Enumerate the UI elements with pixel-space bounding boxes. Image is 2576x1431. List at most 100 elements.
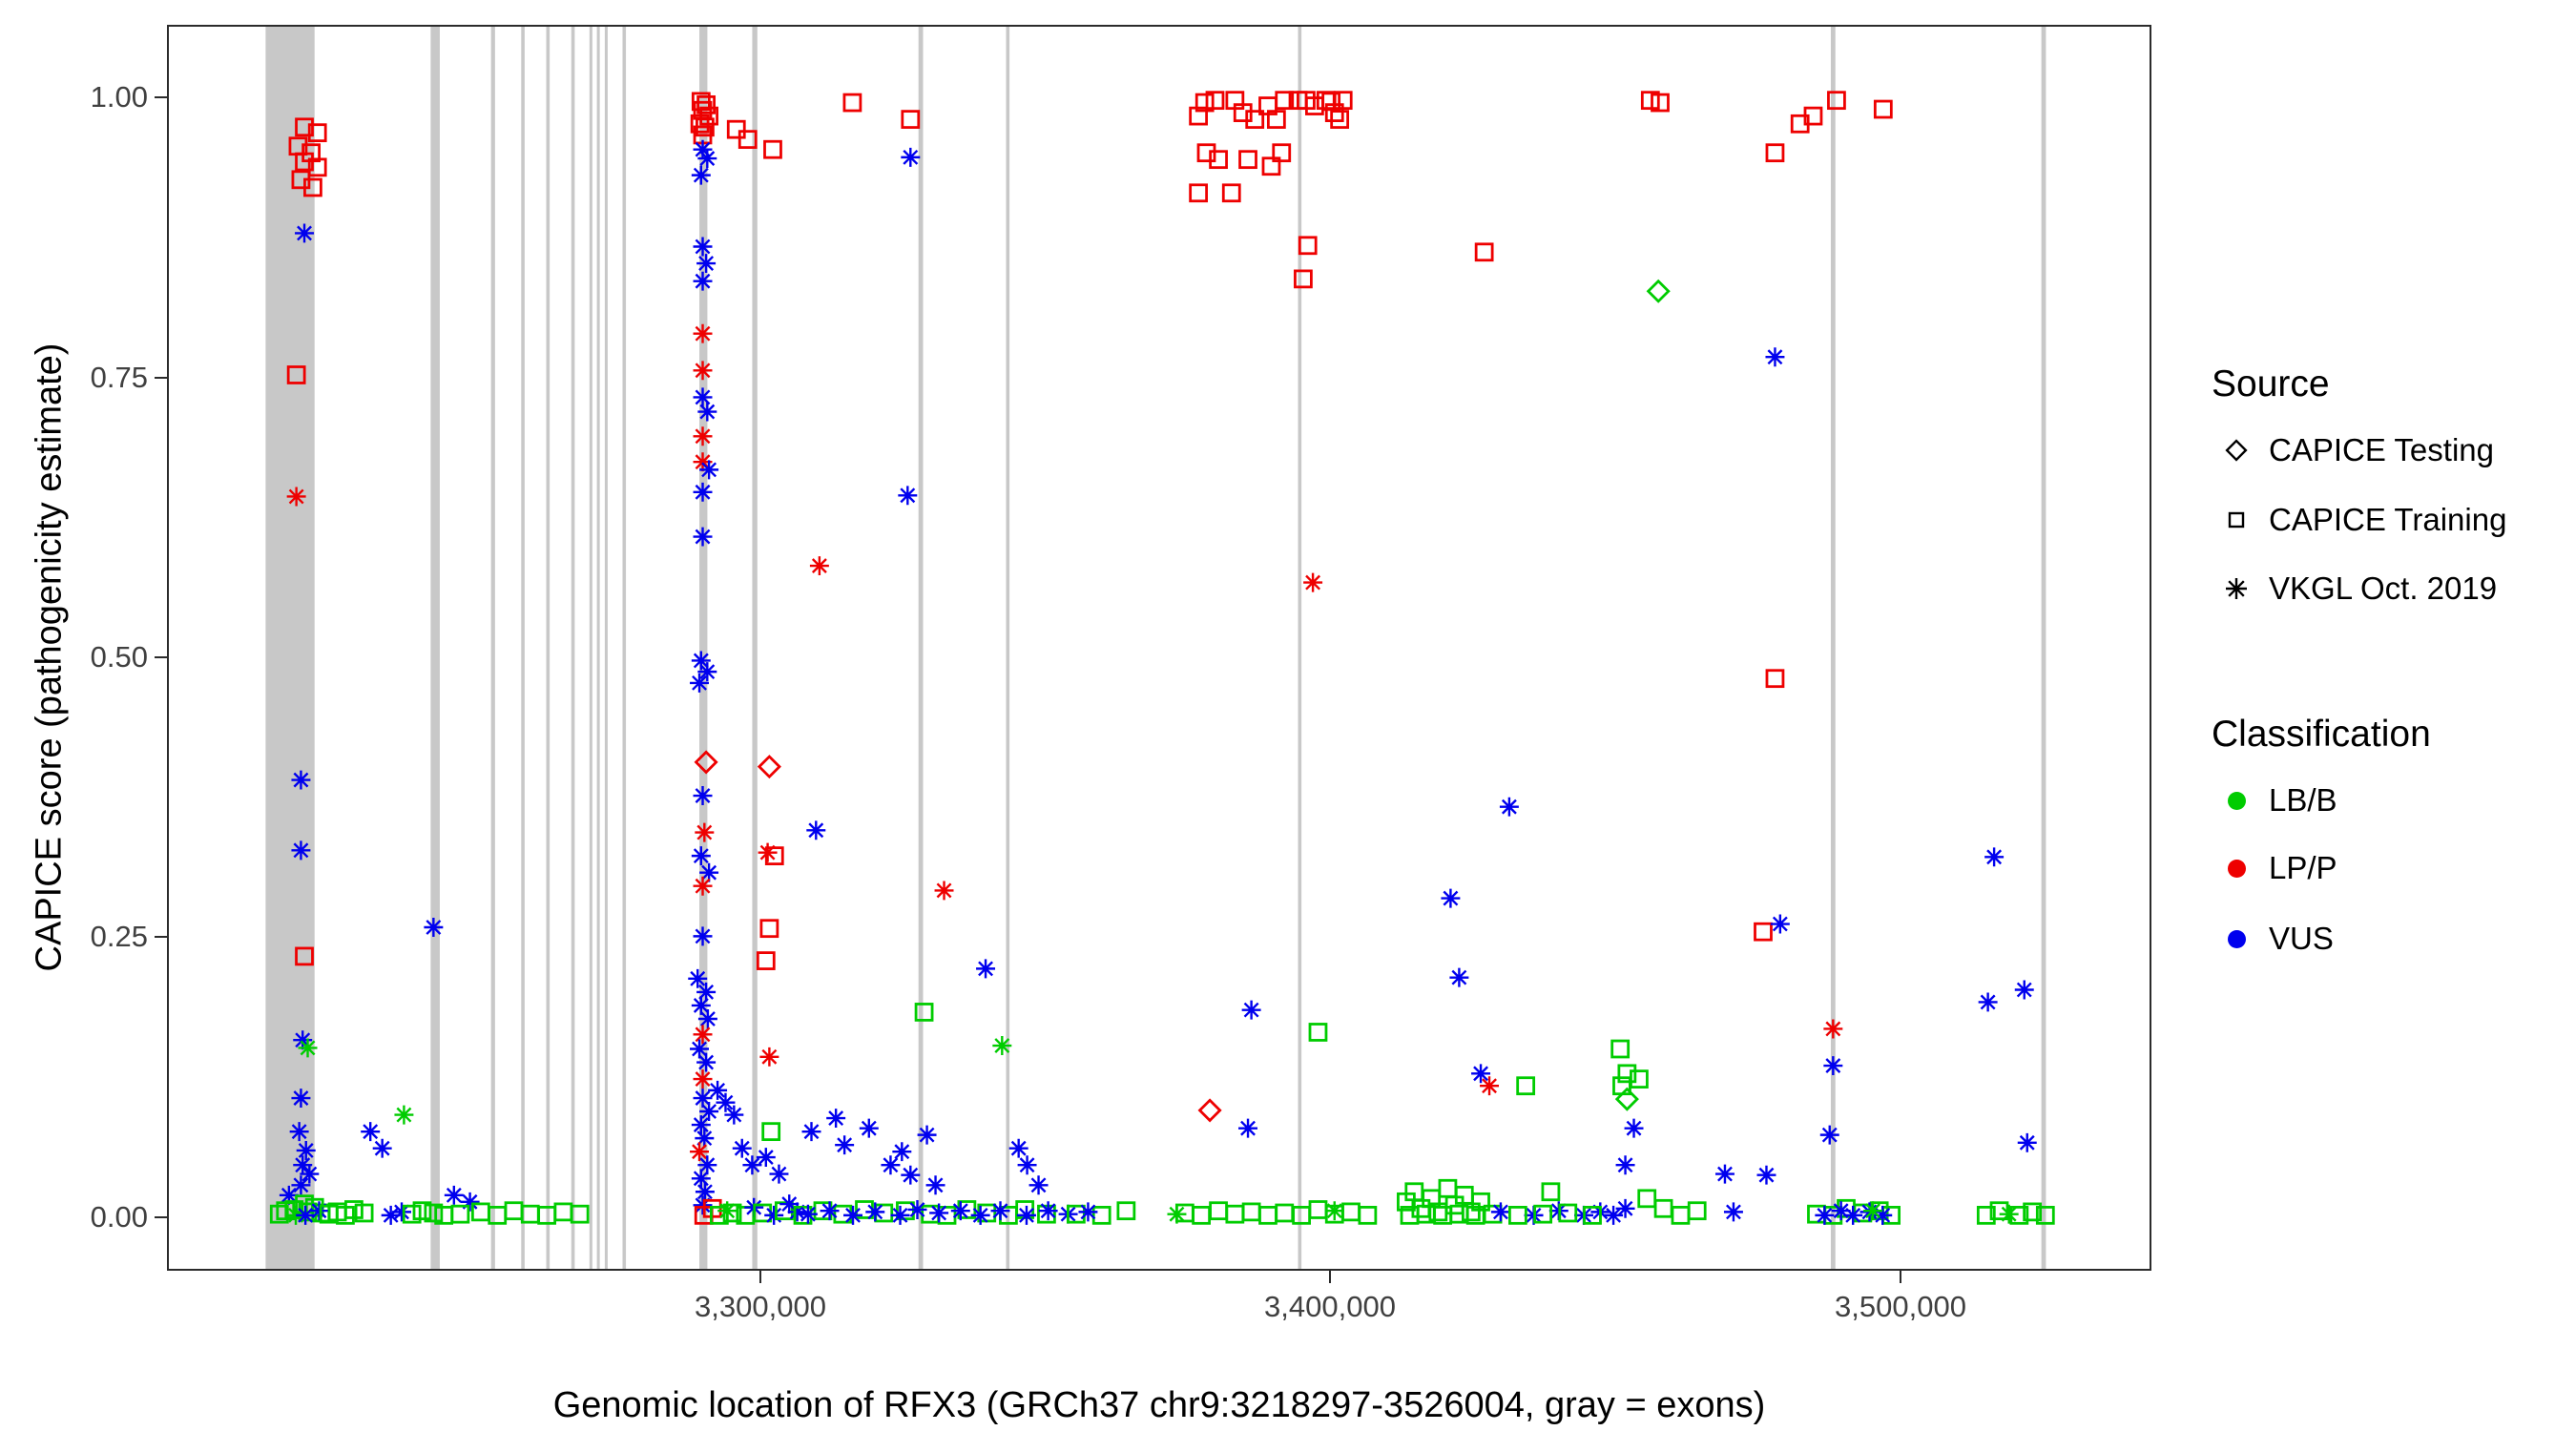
point-square <box>1461 1202 1481 1222</box>
point-asterisk <box>756 1148 776 1168</box>
point-square <box>354 1203 374 1223</box>
point-square <box>690 114 710 134</box>
point-square <box>1209 150 1228 170</box>
point-asterisk <box>693 1069 713 1089</box>
point-square <box>1298 236 1318 256</box>
point-square <box>570 1204 590 1224</box>
legend-item-vkgl: VKGL Oct. 2019 <box>2219 568 2497 610</box>
point-diamond <box>1197 1098 1222 1123</box>
point-square <box>1454 1185 1474 1205</box>
point-asterisk <box>1863 1201 1883 1221</box>
y-tick-label: 0.50 <box>90 640 148 674</box>
point-asterisk <box>693 452 713 472</box>
point-asterisk <box>1604 1205 1624 1225</box>
point-square <box>1321 92 1341 112</box>
point-square <box>450 1204 470 1224</box>
exon-band <box>1006 27 1010 1269</box>
point-asterisk <box>950 1201 970 1221</box>
point-square <box>1275 91 1295 111</box>
point-asterisk <box>934 881 954 901</box>
point-square <box>1640 91 1660 111</box>
point-asterisk <box>843 1205 862 1225</box>
point-diamond <box>1614 1087 1639 1111</box>
point-square <box>1754 922 1773 942</box>
point-asterisk <box>693 876 713 896</box>
point-asterisk <box>1017 1155 1037 1175</box>
point-asterisk <box>716 1092 736 1112</box>
point-asterisk <box>693 926 713 946</box>
legend: Source CAPICE Testing CAPICE Training VK… <box>2212 0 2576 1431</box>
x-axis-title: Genomic location of RFX3 (GRCh37 chr9:32… <box>552 1385 1766 1425</box>
point-asterisk <box>1615 1155 1635 1175</box>
point-asterisk <box>759 1047 779 1067</box>
point-square <box>1651 93 1670 113</box>
point-square <box>1687 1201 1707 1221</box>
point-asterisk <box>691 165 711 185</box>
point-square <box>295 117 314 137</box>
point-square <box>1803 106 1823 126</box>
x-tick-label: 3,500,000 <box>1835 1290 1966 1323</box>
point-asterisk <box>1028 1175 1049 1195</box>
point-square <box>1827 91 1846 111</box>
point-asterisk <box>309 1201 329 1221</box>
point-asterisk <box>1756 1165 1776 1185</box>
point-square <box>307 123 327 143</box>
point-asterisk <box>286 487 306 507</box>
exon-band <box>571 27 575 1269</box>
x-tick-label: 3,400,000 <box>1264 1290 1396 1323</box>
point-square <box>1583 1206 1602 1225</box>
point-asterisk <box>1238 1118 1258 1138</box>
point-asterisk <box>460 1192 480 1212</box>
legend-label: LP/P <box>2269 850 2337 885</box>
point-asterisk <box>298 1038 318 1058</box>
point-square <box>901 110 921 129</box>
point-asterisk <box>296 1141 316 1160</box>
point-asterisk <box>907 1200 927 1219</box>
point-asterisk <box>1984 847 2005 867</box>
point-asterisk <box>279 1185 299 1205</box>
point-asterisk <box>394 1105 414 1125</box>
y-tick-label: 0.75 <box>90 361 148 394</box>
point-square <box>303 177 322 197</box>
point-asterisk <box>787 1202 807 1222</box>
point-asterisk <box>300 1164 320 1184</box>
point-asterisk <box>1490 1202 1510 1222</box>
point-square <box>1341 1202 1361 1222</box>
point-asterisk <box>697 1155 717 1175</box>
point-square <box>1294 269 1313 289</box>
exon-band <box>699 27 708 1269</box>
asterisk-icon <box>2219 571 2254 606</box>
exon-band <box>546 27 551 1269</box>
point-asterisk <box>286 1205 306 1225</box>
point-asterisk <box>1819 1125 1839 1145</box>
y-tick-mark <box>155 936 167 938</box>
point-square <box>1533 1204 1553 1224</box>
point-square <box>504 1201 524 1221</box>
point-asterisk <box>392 1202 412 1222</box>
point-asterisk <box>1078 1202 1098 1222</box>
exon-band <box>622 27 627 1269</box>
point-asterisk <box>696 982 717 1002</box>
legend-label: CAPICE Training <box>2269 502 2507 537</box>
point-square <box>1653 1198 1673 1218</box>
y-tick-mark <box>155 96 167 98</box>
point-asterisk <box>1480 1076 1500 1096</box>
point-asterisk <box>901 147 921 167</box>
exon-band <box>1830 27 1836 1269</box>
point-square <box>1765 143 1785 163</box>
point-asterisk <box>691 995 711 1015</box>
point-asterisk <box>835 1135 855 1155</box>
point-asterisk <box>293 1155 313 1175</box>
point-asterisk <box>1859 1202 1880 1222</box>
point-square <box>1333 91 1353 111</box>
point-square <box>276 1201 296 1221</box>
point-asterisk <box>693 527 713 547</box>
point-square <box>2035 1206 2055 1225</box>
point-square <box>764 846 784 865</box>
point-asterisk <box>693 1025 713 1045</box>
point-asterisk <box>724 1105 744 1125</box>
point-square <box>1438 1178 1458 1198</box>
point-square <box>1358 1206 1378 1225</box>
point-asterisk <box>697 662 717 682</box>
